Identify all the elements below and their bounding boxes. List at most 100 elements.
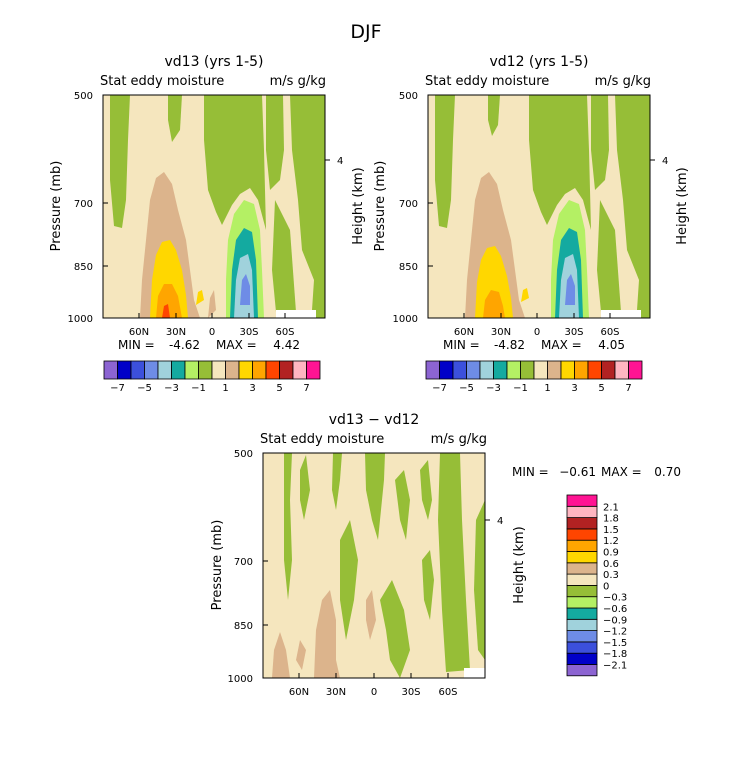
colorbar-swatch: [452, 360, 467, 380]
colorbar-label: 2.1: [603, 502, 619, 513]
max-label: MAX =: [541, 338, 582, 352]
colorbar-swatch: [566, 664, 598, 677]
y2-tick-label: 4: [497, 516, 503, 527]
panel-vd13: vd13 (yrs 1-5) Stat eddy moisture m/s g/…: [49, 54, 366, 394]
y2-tick-label: 4: [662, 156, 668, 167]
min-label: MIN =: [443, 338, 480, 352]
colorbar-swatch: [238, 360, 253, 380]
x-axis: 60N 30N 0 30S 60S: [289, 673, 458, 698]
colorbar-label: 5: [276, 383, 282, 394]
contour-green-mid2: [591, 95, 609, 190]
colorbar-label: −3: [164, 383, 179, 394]
colorbar: 2.11.81.51.20.90.60.30−0.3−0.6−0.9−1.2−1…: [566, 494, 627, 677]
y-tick-label: 500: [74, 91, 93, 102]
contour-green-south: [272, 200, 296, 312]
colorbar: −7 −5 −3 −1 1 3 5 7: [425, 360, 643, 394]
contour-green: [365, 453, 385, 540]
y-tick-label: 700: [74, 199, 93, 210]
x-tick-label: 0: [534, 327, 540, 338]
colorbar-swatch: [493, 360, 508, 380]
x-axis: 60N 30N 0 30S 60S: [129, 313, 295, 338]
contour-blue: [240, 274, 250, 305]
colorbar-label: 7: [303, 383, 309, 394]
colorbar-swatch: [566, 641, 598, 654]
x-tick-label: 0: [371, 687, 377, 698]
colorbar-swatch: [103, 360, 118, 380]
contour-green: [420, 460, 432, 520]
colorbar-swatch: [171, 360, 186, 380]
contour-yellow: [475, 246, 513, 318]
contour-green: [474, 500, 485, 660]
panel-units: m/s g/kg: [431, 432, 487, 447]
contour-masked-area: [464, 668, 485, 678]
colorbar-swatch: [547, 360, 562, 380]
y2-axis-label: Height (km): [512, 526, 527, 603]
contour-green-right: [290, 95, 325, 318]
y-tick-label: 850: [234, 621, 253, 632]
colorbar-label: −1.2: [603, 627, 627, 638]
x-tick-label: 30S: [401, 687, 420, 698]
contour-green: [380, 580, 410, 678]
colorbar-swatch: [479, 360, 494, 380]
colorbar-swatch: [566, 505, 598, 518]
colorbar-label: 0.9: [603, 548, 619, 559]
colorbar-swatch: [425, 360, 440, 380]
colorbar-swatch: [265, 360, 280, 380]
colorbar-swatch: [601, 360, 616, 380]
colorbar-swatch: [144, 360, 159, 380]
colorbar-swatch: [566, 539, 598, 552]
contour-green: [300, 455, 310, 520]
colorbar-swatch: [211, 360, 226, 380]
panel-difference: vd13 − vd12 Stat eddy moisture m/s g/kg: [210, 412, 681, 698]
colorbar-swatch: [225, 360, 240, 380]
y-tick-label: 1000: [393, 314, 418, 325]
colorbar-label: 1: [544, 383, 550, 394]
contour-masked-area: [601, 310, 641, 318]
colorbar: −7 −5 −3 −1 1 3 5 7: [103, 360, 321, 394]
colorbar-swatch: [306, 360, 321, 380]
contour-green-left: [110, 95, 130, 228]
colorbar-label: 1: [222, 383, 228, 394]
colorbar-label: −1: [513, 383, 528, 394]
contour-red: [162, 304, 170, 318]
x-tick-label: 60N: [289, 687, 309, 698]
contour-green: [395, 470, 410, 540]
y-tick-label: 850: [399, 262, 418, 273]
max-label: MAX =: [601, 465, 642, 479]
contour-green-top: [168, 95, 182, 142]
colorbar-swatch: [566, 596, 598, 609]
colorbar-label: 1.2: [603, 536, 619, 547]
colorbar-label: −2.1: [603, 661, 627, 672]
contour-tan: [272, 632, 290, 678]
colorbar-swatch: [279, 360, 294, 380]
x-tick-label: 30S: [239, 327, 258, 338]
colorbar-label: −5: [137, 383, 152, 394]
min-label: MIN =: [118, 338, 155, 352]
colorbar-swatch: [566, 585, 598, 598]
colorbar-swatch: [628, 360, 643, 380]
contour-green-mid2: [266, 95, 284, 190]
y-tick-label: 500: [399, 91, 418, 102]
colorbar-swatch: [533, 360, 548, 380]
contour-tan: [314, 590, 340, 678]
colorbar-label: 1.5: [603, 525, 619, 536]
colorbar-label: −7: [432, 383, 447, 394]
max-value: 0.70: [654, 465, 681, 479]
contour-green-right: [615, 95, 650, 318]
x-tick-label: 60N: [129, 327, 149, 338]
min-value: -4.62: [169, 338, 200, 352]
x-tick-label: 60S: [275, 327, 294, 338]
colorbar-swatch: [292, 360, 307, 380]
colorbar-label: 0: [603, 581, 609, 592]
contour-green: [332, 453, 342, 510]
min-value: -4.82: [494, 338, 525, 352]
colorbar-swatch: [439, 360, 454, 380]
max-value: 4.42: [273, 338, 300, 352]
x-axis: 60N 30N 0 30S 60S: [454, 313, 620, 338]
contour-field: [428, 95, 650, 318]
panel-title: vd13 − vd12: [329, 412, 420, 428]
contour-green-top: [488, 95, 500, 136]
contour-field: [103, 95, 325, 318]
contour-blue: [565, 274, 575, 305]
